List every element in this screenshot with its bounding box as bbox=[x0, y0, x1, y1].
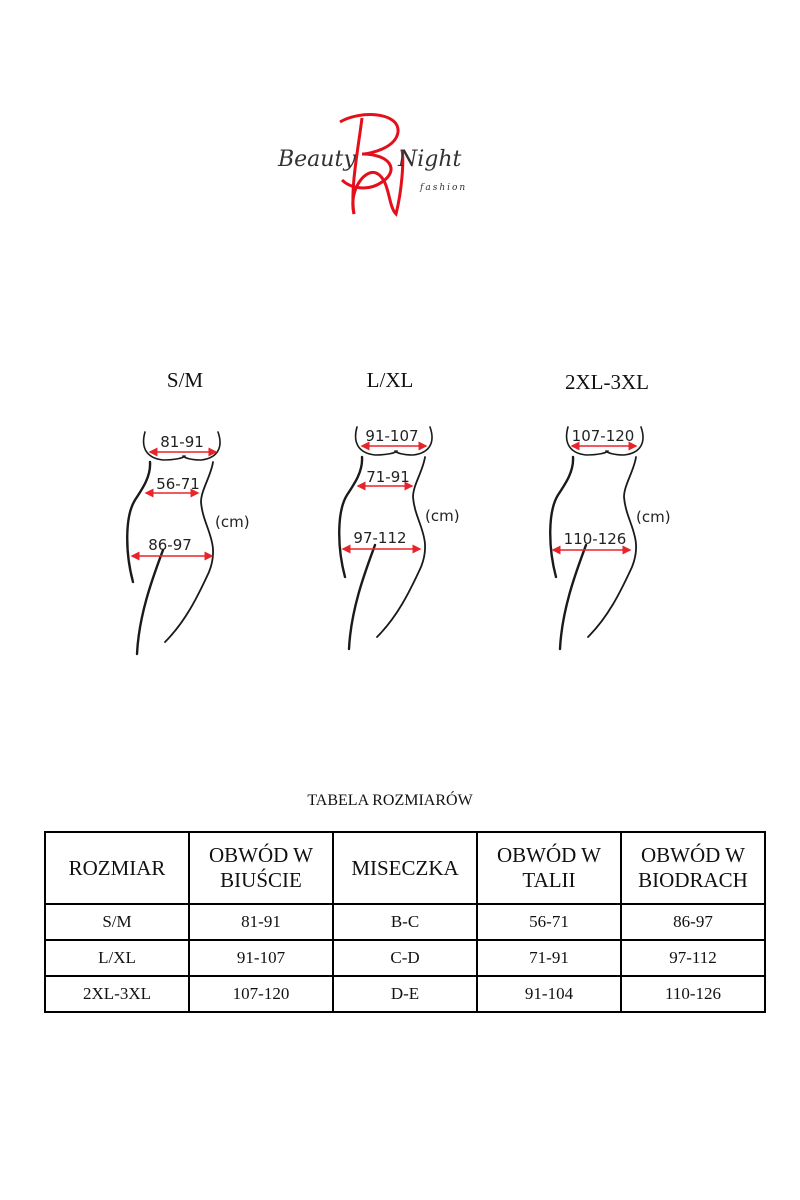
table-cell: 56-71 bbox=[476, 903, 622, 941]
table-cell: C-D bbox=[332, 939, 478, 977]
table-cell: 91-107 bbox=[188, 939, 334, 977]
hips-measure: 86-97 bbox=[148, 536, 192, 554]
table-row: L/XL 91-107 C-D 71-91 97-112 bbox=[44, 939, 766, 977]
table-cell: B-C bbox=[332, 903, 478, 941]
logo-word-fashion: fashion bbox=[419, 183, 467, 193]
table-cell: 71-91 bbox=[476, 939, 622, 977]
table-cell: 107-120 bbox=[188, 975, 334, 1013]
unit-label: (cm) bbox=[425, 507, 460, 525]
hips-measure: 97-112 bbox=[353, 529, 406, 547]
table-cell: 97-112 bbox=[620, 939, 766, 977]
unit-label: (cm) bbox=[636, 508, 671, 526]
table-cell: L/XL bbox=[44, 939, 190, 977]
table-row: 2XL-3XL 107-120 D-E 91-104 110-126 bbox=[44, 975, 766, 1013]
header-cell: ROZMIAR bbox=[44, 831, 190, 905]
waist-measure: 56-71 bbox=[156, 475, 200, 493]
bust-measure: 81-91 bbox=[160, 433, 204, 451]
waist-measure: 71-91 bbox=[366, 468, 410, 486]
body-figures: 81-91 56-71 86-97 (cm) 91-107 71-91 97-1… bbox=[126, 425, 671, 656]
bust-measure: 107-120 bbox=[572, 427, 635, 445]
logo-word-beauty: Beauty bbox=[277, 147, 356, 172]
table-cell: 2XL-3XL bbox=[44, 975, 190, 1013]
bust-measure: 91-107 bbox=[365, 427, 418, 445]
table-cell: S/M bbox=[44, 903, 190, 941]
hips-measure: 110-126 bbox=[564, 530, 627, 548]
table-caption: TABELA ROZMIARÓW bbox=[307, 792, 473, 809]
unit-label: (cm) bbox=[215, 513, 250, 531]
table-cell: 86-97 bbox=[620, 903, 766, 941]
header-cell: OBWÓD W TALII bbox=[476, 831, 622, 905]
size-title-sm: S/M bbox=[166, 368, 204, 392]
figure-2xl3xl: 107-120 110-126 (cm) bbox=[549, 425, 671, 651]
brand-logo: Beauty Night fashion bbox=[277, 113, 467, 217]
size-title-2xl3xl: 2XL-3XL bbox=[565, 370, 649, 394]
table-cell: 110-126 bbox=[620, 975, 766, 1013]
table-row: S/M 81-91 B-C 56-71 86-97 bbox=[44, 903, 766, 941]
size-table: ROZMIAR OBWÓD W BIUŚCIE MISECZKA OBWÓD W… bbox=[44, 831, 766, 1013]
size-title-lxl: L/XL bbox=[366, 368, 414, 392]
header-cell: MISECZKA bbox=[332, 831, 478, 905]
table-header-row: ROZMIAR OBWÓD W BIUŚCIE MISECZKA OBWÓD W… bbox=[44, 831, 766, 905]
header-cell: OBWÓD W BIODRACH bbox=[620, 831, 766, 905]
table-cell: 91-104 bbox=[476, 975, 622, 1013]
logo-word-night: Night bbox=[397, 147, 462, 172]
figure-sm: 81-91 56-71 86-97 (cm) bbox=[126, 430, 250, 656]
header-cell: OBWÓD W BIUŚCIE bbox=[188, 831, 334, 905]
table-cell: 81-91 bbox=[188, 903, 334, 941]
table-cell: D-E bbox=[332, 975, 478, 1013]
figure-lxl: 91-107 71-91 97-112 (cm) bbox=[338, 425, 460, 651]
